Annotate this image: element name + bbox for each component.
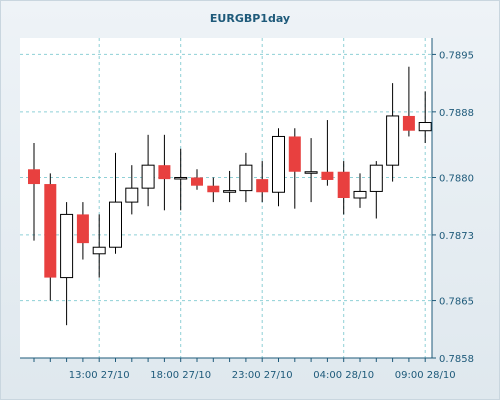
candle-body-up [353,190,367,199]
candle [402,66,415,137]
candle-body-up [239,164,253,192]
plot-area [20,38,432,358]
candle [28,143,40,241]
candle-body-up [304,171,318,174]
candle-body-down [337,171,350,198]
candle-body-up [60,213,74,279]
candle [418,91,432,144]
x-tick-label: 04:00 28/10 [313,370,374,381]
y-tick-label: 0.7858 [439,354,474,365]
y-tick-label: 0.7880 [439,173,474,184]
candle [337,161,350,215]
candle-body-up [369,164,383,192]
candle [158,134,171,211]
candle [386,83,400,182]
candle-body-down [44,184,57,278]
candle [223,170,237,203]
candle [353,173,367,208]
candles [28,66,432,326]
candle-body-up [174,176,188,180]
candle-body-down [28,169,40,185]
candle [60,202,74,326]
candle [174,148,188,211]
x-tick-label: 23:00 27/10 [232,370,293,381]
candle-body-down [207,185,220,193]
candle [191,169,203,190]
candle-body-down [402,115,415,131]
candle-body-up [109,201,122,248]
candle [272,128,285,207]
x-tick-label: 18:00 27/10 [150,370,211,381]
x-tick-label: 13:00 27/10 [69,370,130,381]
candle-body-up [272,135,285,193]
candle-body-down [321,171,334,180]
candle [125,165,139,215]
candle-body-up [418,122,432,132]
candle [369,161,383,219]
candle [207,177,220,203]
candle [304,138,318,203]
axes: 0.7895 0.7888 0.7880 0.7873 0.7865 0.7858 13:0… [20,38,474,381]
candle-body-up [92,246,106,255]
candle-body-up [386,115,400,166]
candle [256,161,269,203]
x-tick-label: 09:00 28/10 [395,370,456,381]
candle [76,202,89,260]
candle-body-up [223,190,237,193]
chart-title: EURGBP1day [209,12,291,25]
candle-body-down [191,177,203,186]
candle-body-down [76,214,89,244]
candle-body-down [256,179,269,193]
candle [321,120,334,186]
candle [44,173,57,301]
candle-body-up [141,164,155,189]
candle [288,128,301,209]
y-tick-label: 0.7895 [439,50,474,61]
candle [109,152,122,254]
y-tick-label: 0.7873 [439,231,474,242]
candle-body-up [125,187,139,203]
candle-body-down [158,165,171,180]
candle-body-down [288,136,301,172]
y-tick-label: 0.7865 [439,297,474,308]
candle [141,134,155,207]
candle [92,214,106,278]
candle [239,152,253,203]
y-tick-label: 0.7888 [439,108,474,119]
grid [20,38,432,358]
